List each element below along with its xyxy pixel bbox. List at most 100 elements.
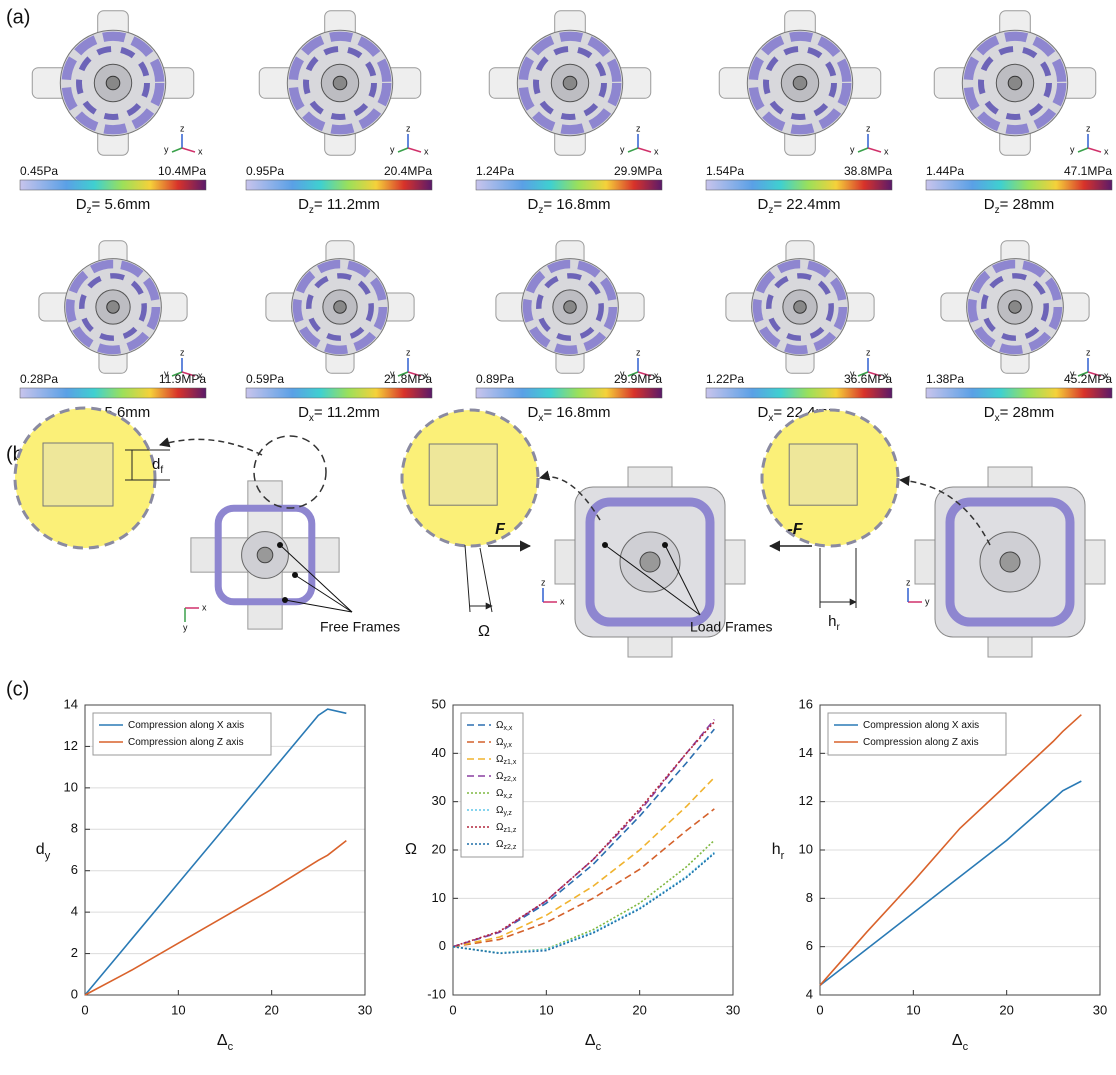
leader-line: [279, 544, 353, 613]
legend-sub: z2,z: [503, 844, 516, 851]
axis-letter: y: [164, 144, 169, 154]
leader-dot: [282, 597, 288, 603]
colorbar: [475, 179, 663, 191]
axis-letter: x: [202, 602, 207, 612]
y-axis-label-sub: y: [45, 850, 51, 862]
axis-letter: x: [424, 146, 429, 156]
colorbar-min: 0.89Pa: [476, 372, 514, 386]
colorbar-max: 11.9MPa: [159, 372, 206, 386]
x-tick-label: 0: [816, 1002, 823, 1017]
series-line: [452, 839, 715, 954]
axis-arrow: [867, 371, 882, 377]
render-hub: [1008, 300, 1022, 314]
device-illustration: [554, 466, 746, 658]
render-frame: [522, 259, 618, 355]
caption-main: D: [76, 196, 87, 213]
axis-letter: z: [406, 347, 411, 357]
caption-sub: z: [995, 205, 1000, 216]
callout-arrow: [538, 470, 601, 521]
axis-letter: z: [406, 123, 411, 133]
caption-sub: x: [995, 413, 1000, 424]
y-tick-label: 50: [432, 696, 446, 711]
axis-letter: y: [620, 144, 625, 154]
render-frame: [306, 273, 374, 341]
axis-arrow: [627, 371, 639, 377]
render-illustration: [258, 10, 422, 156]
legend-name: Ω: [496, 839, 504, 850]
render-frame: [533, 46, 607, 120]
x-axis-label-main: Δ: [952, 1032, 963, 1049]
render-hub: [792, 75, 808, 91]
axis-letter: z: [1086, 347, 1091, 357]
colorbar: [19, 179, 207, 191]
render-frame: [748, 31, 852, 135]
x-tick-label: 0: [449, 1002, 456, 1017]
y-tick-label: 12: [64, 738, 78, 753]
colorbar: [245, 179, 433, 191]
dimension-label-main: d: [152, 456, 160, 473]
render-frame: [79, 273, 147, 341]
colorbar-max: 29.9MPa: [614, 372, 662, 386]
colorbar-max: 47.1MPa: [1064, 164, 1112, 178]
dimension-label-sub: r: [837, 622, 841, 633]
render-hub: [333, 300, 347, 314]
axis-letter: y: [164, 368, 169, 378]
y-tick-label: 12: [799, 793, 813, 808]
caption-main: D: [984, 404, 995, 421]
caption-sub: x: [768, 413, 773, 424]
render-frame: [518, 31, 622, 135]
render-illustration: [718, 10, 882, 156]
render-hub: [793, 300, 807, 314]
leader-line: [664, 544, 701, 616]
dimension-label: hr: [828, 613, 840, 633]
device-frame: [585, 497, 715, 627]
render-frame: [536, 273, 604, 341]
x-tick-label: 20: [999, 1002, 1013, 1017]
colorbar-min: 1.22Pa: [706, 372, 744, 386]
render-hub: [105, 75, 121, 91]
y-tick-label: 10: [799, 841, 813, 856]
y-axis-label: hr: [772, 841, 785, 862]
axis-arrow: [171, 371, 183, 377]
series-line: [452, 808, 715, 948]
colorbar: [925, 179, 1113, 191]
colorbar-min: 0.28Pa: [20, 372, 58, 386]
render-frame: [978, 46, 1052, 120]
y-axis-label-main: d: [36, 841, 45, 858]
colorbar: [475, 387, 663, 399]
colorbar: [705, 387, 893, 399]
dimension-label: df: [152, 456, 163, 476]
dimension-line: [464, 544, 471, 613]
dimension-label-sub: f: [160, 465, 163, 476]
x-axis-label-main: Δ: [217, 1032, 228, 1049]
x-axis-label-sub: c: [596, 1041, 602, 1053]
axis-letter: x: [424, 370, 429, 380]
callout-arrow: [898, 475, 991, 546]
y-tick-label: 30: [432, 793, 446, 808]
caption: Dz= 28mm: [984, 196, 1054, 216]
leader-dot: [602, 542, 608, 548]
colorbar-min: 1.54Pa: [706, 164, 744, 178]
device-hub: [639, 551, 661, 573]
legend-sub: z2,x: [503, 776, 516, 783]
axis-letter: y: [1070, 144, 1075, 154]
y-tick-label: 0: [71, 986, 78, 1001]
render-hub: [563, 300, 577, 314]
render-frame: [65, 259, 161, 355]
legend-label: Ωz1,z: [496, 822, 517, 835]
caption-main: D: [298, 196, 309, 213]
caption-sub: z: [538, 205, 543, 216]
axis-letter: y: [850, 368, 855, 378]
series-line: [819, 714, 1082, 986]
legend-name: Ω: [496, 754, 504, 765]
render-hub: [106, 300, 120, 314]
axis-letter: z: [866, 123, 871, 133]
colorbar-max: 21.8MPa: [384, 372, 432, 386]
axis-arrow: [171, 147, 183, 153]
caption: Dx= 11.2mm: [298, 404, 380, 424]
y-tick-label: 8: [71, 821, 78, 836]
render-hub: [562, 75, 578, 91]
render-frame: [76, 46, 150, 120]
axis-letter: z: [541, 577, 546, 587]
x-tick-label: 30: [726, 1002, 740, 1017]
